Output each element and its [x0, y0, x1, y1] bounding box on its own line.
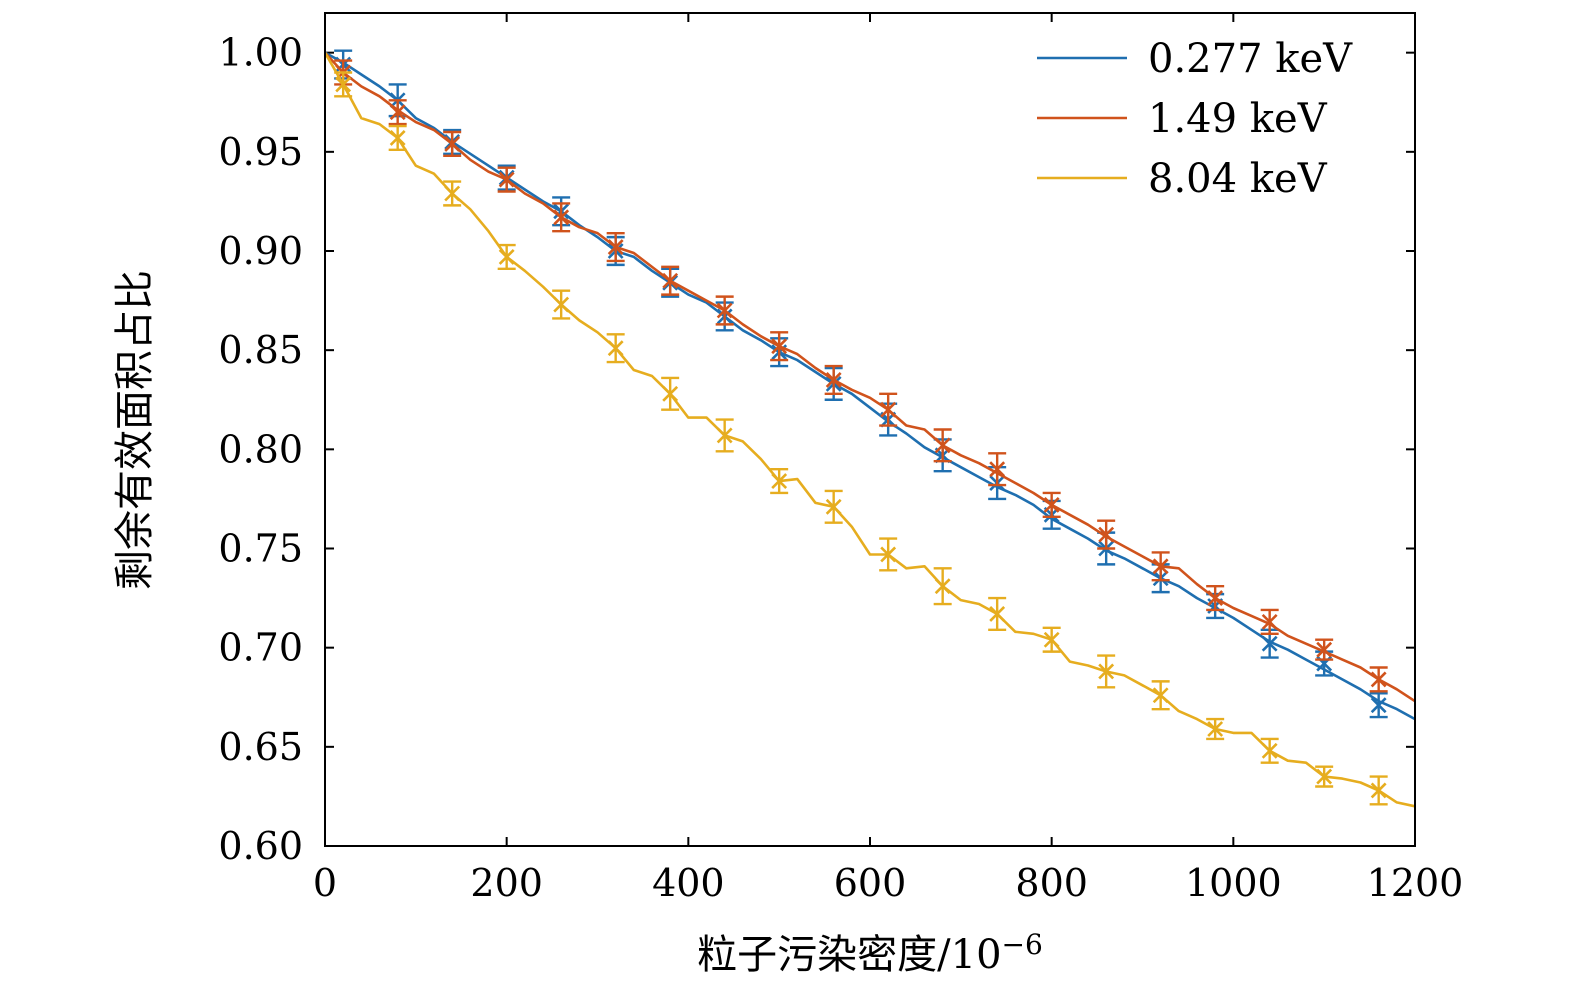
data-point-marker — [607, 340, 624, 357]
y-axis-title: 剩余有效面积占比 — [112, 270, 158, 590]
x-axis-title: 粒子污染密度/10−6 — [697, 928, 1043, 978]
data-point-marker — [771, 338, 788, 355]
data-point-marker — [662, 385, 679, 402]
data-point-marker — [989, 606, 1006, 622]
y-tick-label: 0.60 — [218, 824, 303, 868]
data-point-marker — [1261, 613, 1278, 630]
data-point-marker — [1152, 558, 1169, 575]
data-point-marker — [934, 437, 951, 454]
data-point-marker — [989, 461, 1006, 478]
data-point-marker — [1316, 641, 1333, 658]
y-tick-label: 0.65 — [218, 725, 303, 769]
y-tick-label: 0.85 — [218, 328, 303, 372]
data-point-marker — [1152, 687, 1169, 704]
data-point-marker — [771, 473, 788, 489]
legend-item-8-04-kev: 8.04 keV — [1037, 156, 1328, 202]
y-tick-label: 0.80 — [218, 427, 303, 471]
series-layer — [323, 49, 1416, 808]
data-point-marker — [662, 272, 679, 289]
data-point-marker — [1370, 697, 1387, 714]
legend-label: 1.49 keV — [1148, 96, 1328, 142]
data-point-marker — [880, 401, 897, 418]
data-point-marker — [389, 104, 406, 121]
x-tick-label: 200 — [470, 861, 543, 905]
series-1-49-kev — [324, 51, 1416, 703]
data-point-marker — [607, 239, 624, 255]
data-point-marker — [1261, 742, 1278, 759]
x-tick-label: 1200 — [1367, 861, 1464, 905]
x-axis-ticks: 0 200 400 600 800 1000 1200 — [313, 13, 1463, 905]
data-point-marker — [825, 498, 842, 515]
data-point-marker — [444, 135, 461, 152]
data-point-marker — [335, 76, 352, 93]
data-point-marker — [1043, 496, 1060, 513]
legend-label: 8.04 keV — [1148, 156, 1328, 202]
data-point-marker — [716, 302, 733, 319]
legend-item-1-49-kev: 1.49 keV — [1037, 96, 1328, 142]
data-point-marker — [825, 371, 842, 388]
series-8-04-kev — [323, 52, 1416, 808]
y-tick-label: 0.95 — [218, 130, 303, 174]
data-point-marker — [1261, 635, 1278, 652]
x-axis-title-text: 粒子污染密度/10 — [697, 932, 1001, 978]
data-point-marker — [1098, 526, 1115, 543]
y-tick-label: 0.75 — [218, 527, 303, 571]
y-tick-label: 1.00 — [218, 31, 303, 75]
legend: 0.277 keV 1.49 keV 8.04 keV — [1037, 36, 1353, 202]
y-axis-ticks: 0.60 0.65 0.70 0.75 0.80 0.85 0.90 0.95 1.00 — [218, 31, 1415, 868]
y-tick-label: 0.70 — [218, 626, 303, 670]
data-point-marker — [934, 578, 951, 595]
x-axis-title-exponent: −6 — [1002, 928, 1043, 961]
plot-frame — [324, 12, 1416, 847]
data-point-marker — [1043, 631, 1060, 648]
data-point-marker — [553, 209, 570, 226]
x-tick-label: 400 — [652, 861, 725, 905]
data-point-marker — [1370, 782, 1387, 799]
data-point-marker — [498, 171, 515, 188]
data-point-marker — [553, 296, 570, 313]
data-point-marker — [498, 249, 515, 265]
legend-label: 0.277 keV — [1148, 36, 1353, 82]
x-tick-label: 600 — [834, 861, 907, 905]
x-tick-label: 0 — [313, 861, 337, 905]
x-tick-label: 1000 — [1185, 861, 1282, 905]
data-point-marker — [1207, 721, 1224, 737]
data-point-marker — [1370, 671, 1387, 688]
y-tick-label: 0.90 — [218, 229, 303, 273]
data-point-marker — [389, 130, 406, 146]
data-point-marker — [716, 427, 733, 444]
data-point-marker — [1316, 768, 1333, 785]
data-point-marker — [1207, 590, 1224, 607]
data-point-marker — [444, 185, 461, 202]
data-point-marker — [1098, 663, 1115, 680]
x-tick-label: 800 — [1015, 861, 1088, 905]
legend-item-0-277-kev: 0.277 keV — [1037, 36, 1353, 82]
data-point-marker — [880, 546, 897, 563]
